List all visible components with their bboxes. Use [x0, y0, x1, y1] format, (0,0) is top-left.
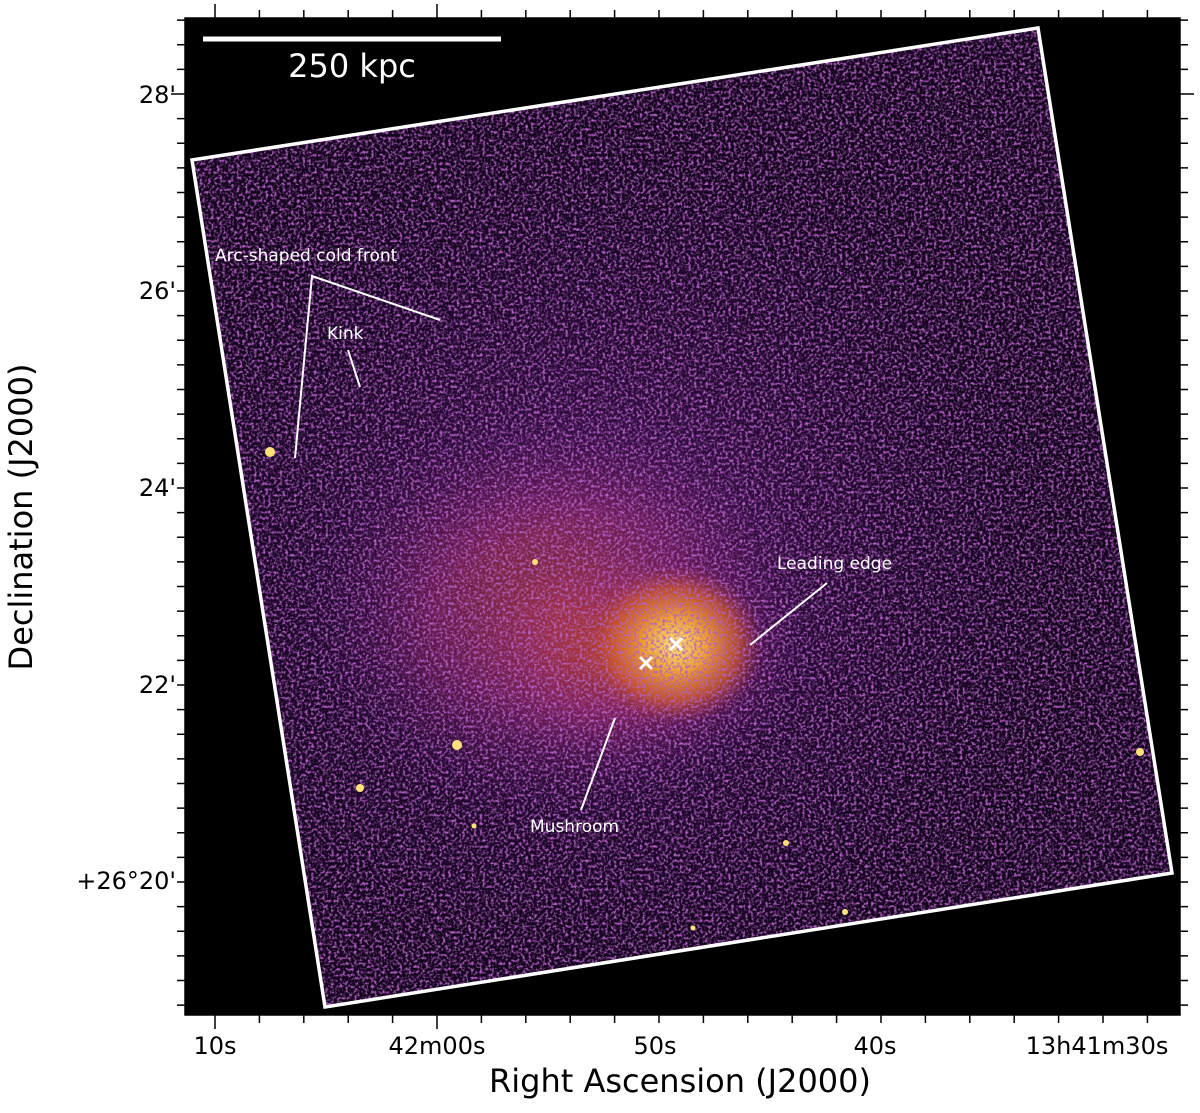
y-tick-label: +26°20': [76, 867, 176, 895]
field-outline: [189, 26, 1175, 1010]
x-tick-label: 40s: [853, 1032, 896, 1060]
x-axis-title: Right Ascension (J2000): [489, 1062, 871, 1100]
y-axis-title: Declination (J2000): [2, 364, 40, 671]
scale-bar-label: 250 kpc: [288, 47, 416, 85]
x-tick-label: 13h41m30s: [1026, 1032, 1169, 1060]
y-tick-label: 28': [139, 81, 176, 109]
annotation: Arc-shaped cold front: [215, 246, 398, 266]
tick-marks: [171, 4, 1194, 1029]
x-tick-label: 42m00s: [389, 1032, 486, 1060]
x-tick-label: 50s: [633, 1032, 676, 1060]
annotation: Mushroom: [530, 817, 619, 837]
center-marks: [638, 636, 684, 671]
annotation: Kink: [327, 324, 364, 344]
x-tick-label: 10s: [193, 1032, 236, 1060]
annotation-lines: [294, 274, 828, 811]
frame: [184, 17, 1181, 1016]
y-tick-label: 22': [139, 671, 176, 699]
annotation: Leading edge: [777, 554, 892, 574]
y-tick-label: 26': [139, 277, 176, 305]
y-tick-label: 24': [139, 474, 176, 502]
